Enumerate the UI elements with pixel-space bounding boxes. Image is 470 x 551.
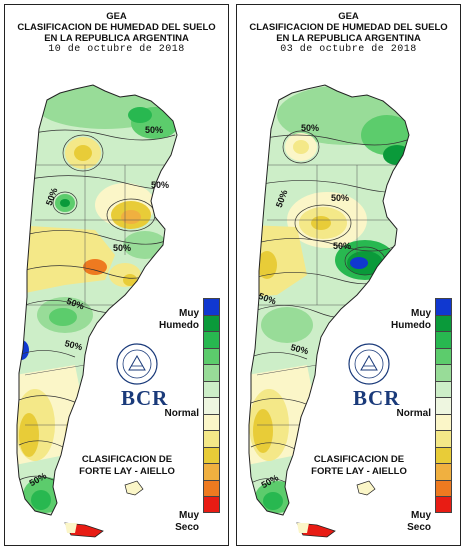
contour-label: 50% — [113, 243, 131, 253]
legend-swatch — [435, 298, 452, 315]
legend-label-line: Muy — [411, 308, 431, 319]
legend-swatch — [203, 496, 220, 513]
map-panel-left: GEA CLASIFICACION DE HUMEDAD DEL SUELO E… — [4, 4, 229, 546]
legend-swatch — [435, 364, 452, 381]
legend-swatch — [435, 347, 452, 364]
contour-label: 50% — [301, 123, 319, 133]
credit-line-2: FORTE LAY - AIELLO — [79, 466, 175, 477]
map-date: 03 de octubre de 2018 — [280, 44, 417, 55]
legend-swatch — [203, 463, 220, 480]
map-header: GEA CLASIFICACION DE HUMEDAD DEL SUELO E… — [5, 11, 228, 55]
legend-swatch — [435, 380, 452, 397]
contour-label: 50% — [64, 338, 84, 352]
legend-label-normal: Normal — [164, 408, 199, 419]
map-date: 10 de octubre de 2018 — [48, 44, 185, 55]
legend-label-line: Humedo — [391, 320, 431, 331]
legend-label-very-humid: Muy Humedo — [155, 308, 199, 332]
legend-swatch — [203, 314, 220, 331]
credit-label: CLASIFICACION DE FORTE LAY - AIELLO — [299, 454, 419, 478]
legend-swatch — [435, 496, 452, 513]
legend-swatch — [203, 479, 220, 496]
contour-label: 50% — [290, 342, 310, 356]
malvinas-shape — [124, 480, 144, 496]
contour-label: 50% — [333, 241, 351, 251]
legend-swatch — [203, 413, 220, 430]
legend-swatch — [203, 298, 220, 315]
argentina-moisture-map: 50% 50% 50% 50% 50% 50% 50% — [16, 84, 178, 538]
legend-swatch — [435, 463, 452, 480]
bcr-logo-text: BCR — [353, 386, 401, 410]
legend-swatch — [435, 413, 452, 430]
bcr-seal-icon — [116, 343, 158, 385]
argentina-moisture-map: 50% 50% 50% 50% 50% 50% 50% — [248, 84, 410, 538]
legend-swatch — [203, 347, 220, 364]
legend-label-very-dry: Muy Seco — [155, 510, 199, 534]
legend-swatch — [435, 331, 452, 348]
legend-label-line: Humedo — [159, 320, 199, 331]
map-panel-right: GEA CLASIFICACION DE HUMEDAD DEL SUELO E… — [236, 4, 461, 546]
legend-swatch — [435, 314, 452, 331]
legend-swatch — [203, 397, 220, 414]
title-line-2: EN LA REPUBLICA ARGENTINA — [44, 33, 189, 44]
contour-label: 50% — [151, 180, 169, 190]
credit-line-2: FORTE LAY - AIELLO — [311, 466, 407, 477]
legend-swatch — [203, 364, 220, 381]
contour-label: 50% — [331, 193, 349, 203]
legend-label-line: Muy — [179, 308, 199, 319]
title-line-1: CLASIFICACION DE HUMEDAD DEL SUELO — [249, 22, 448, 33]
map-header: GEA CLASIFICACION DE HUMEDAD DEL SUELO E… — [237, 11, 460, 55]
legend-label-very-dry: Muy Seco — [387, 510, 431, 534]
legend-swatch — [203, 446, 220, 463]
legend-label-line: Muy — [179, 510, 199, 521]
legend-label-line: Seco — [175, 522, 199, 533]
org-label: GEA — [338, 11, 359, 22]
bcr-seal-icon — [348, 343, 390, 385]
legend-swatch — [435, 479, 452, 496]
legend-swatch — [203, 380, 220, 397]
legend-swatch — [203, 331, 220, 348]
legend-swatch — [203, 430, 220, 447]
legend-color-scale — [435, 298, 455, 513]
org-label: GEA — [106, 11, 127, 22]
legend-color-scale — [203, 298, 223, 513]
credit-label: CLASIFICACION DE FORTE LAY - AIELLO — [67, 454, 187, 478]
legend-swatch — [435, 397, 452, 414]
legend-swatch — [435, 430, 452, 447]
contour-label: 50% — [145, 125, 163, 135]
title-line-2: EN LA REPUBLICA ARGENTINA — [276, 33, 421, 44]
credit-line-1: CLASIFICACION DE — [81, 454, 173, 465]
legend-label-line: Muy — [411, 510, 431, 521]
title-line-1: CLASIFICACION DE HUMEDAD DEL SUELO — [17, 22, 216, 33]
legend-label-line: Seco — [407, 522, 431, 533]
legend-label-normal: Normal — [396, 408, 431, 419]
legend-swatch — [435, 446, 452, 463]
legend-label-very-humid: Muy Humedo — [387, 308, 431, 332]
bcr-logo-text: BCR — [121, 386, 169, 410]
malvinas-shape — [356, 480, 376, 496]
credit-line-1: CLASIFICACION DE — [313, 454, 405, 465]
